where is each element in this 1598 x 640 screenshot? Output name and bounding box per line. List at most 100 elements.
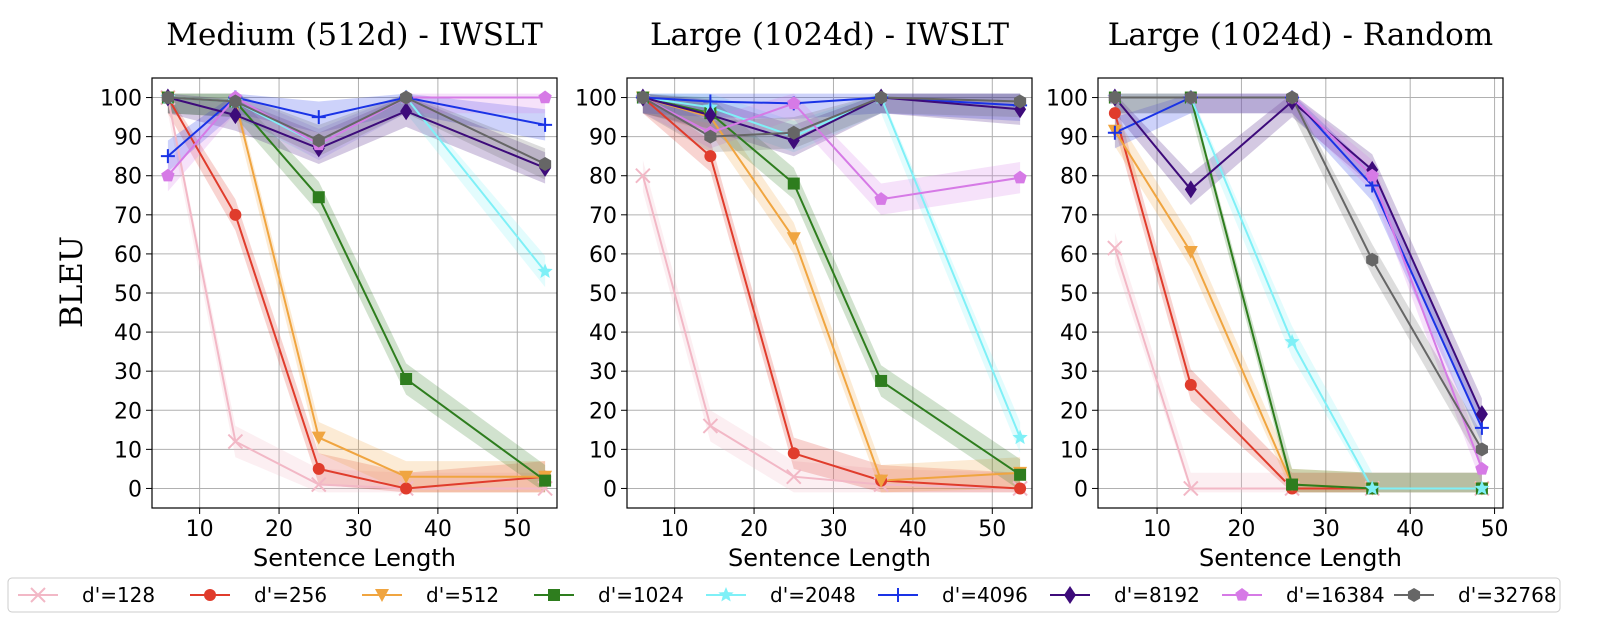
chart-panel-2: Large (1024d) - IWSLT 10 20 30 40 50 0 10 20 30 40… [575,17,1033,572]
data-point [787,96,801,110]
x-tick-label: 30 [1312,517,1340,542]
legend-marker [1064,586,1076,604]
data-point [311,476,327,493]
y-tick-label: 50 [589,282,617,307]
data-point [161,90,174,105]
data-point [1474,480,1490,495]
legend-frame [7,577,1561,613]
chart-panel-3: Large (1024d) - Random 10 20 30 40 50 0 10 20 30 4… [1046,17,1509,572]
data-point [161,168,175,182]
confidence-band [642,93,1021,157]
y-tick-label: 100 [575,87,617,112]
data-point [400,90,413,105]
legend: d'=128 d'=256 d'=512 d'=1024 d'=2048 d'=4096 d… [7,577,1561,613]
data-point [874,192,888,205]
chart-title: Medium (512d) - IWSLT [166,17,543,53]
y-tick-label: 30 [589,360,617,385]
chart-title: Large (1024d) - Random [1108,17,1493,53]
legend-entry: d'=256 [190,583,327,607]
legend-entry: d'=32768 [1394,583,1557,607]
x-tick-label: 40 [424,517,452,542]
x-tick-label: 30 [344,517,372,542]
data-point [160,149,175,164]
data-point [312,133,325,148]
legend-marker [718,587,734,602]
legend-entry: d'=1024 [534,583,684,607]
data-point [1014,468,1027,481]
legend-entry: d'=2048 [706,583,856,607]
data-point [1286,478,1299,491]
data-point [1184,180,1197,199]
y-tick-label: 80 [1060,165,1088,190]
data-point [538,90,552,104]
y-tick-label: 20 [589,399,617,424]
data-point [229,94,242,109]
data-point [1012,429,1028,445]
x-tick-label: 40 [899,517,927,542]
y-tick-label: 70 [114,204,142,229]
x-tick-label: 40 [1396,517,1424,542]
y-tick-label: 40 [114,321,142,346]
legend-entry: d'=128 [18,583,155,607]
legend-label: d'=2048 [770,583,856,607]
data-point [312,462,325,475]
x-axis-label: Sentence Length [253,544,456,572]
data-point [787,447,800,460]
y-tick-label: 80 [589,165,617,190]
y-tick-label: 60 [1060,243,1088,268]
data-point [400,482,413,495]
data-point [704,106,717,125]
legend-label: d'=1024 [598,583,684,607]
y-tick-label: 20 [1060,399,1088,424]
data-point [874,474,889,488]
y-axis-label: BLEU [54,236,90,328]
data-point [400,373,413,385]
data-point [537,263,553,278]
legend-marker [1407,588,1421,602]
chart-panel-1: Medium (512d) - IWSLT 10 20 30 40 50 0 10 20 30 40… [100,17,558,572]
data-point [1108,90,1121,105]
data-point [1013,170,1027,184]
y-tick-label: 30 [114,360,142,385]
data-point [875,374,888,387]
data-point [1286,90,1299,105]
legend-label: d'=8192 [1114,583,1200,607]
x-axis-label: Sentence Length [1199,544,1402,572]
data-point [1364,480,1380,495]
confidence-band [1114,97,1482,493]
x-tick-label: 20 [1227,517,1255,542]
data-point [702,418,719,434]
x-tick-label: 20 [265,517,293,542]
data-point [1475,442,1488,457]
y-tick-label: 70 [589,204,617,229]
data-point [311,110,326,125]
legend-entry: d'=512 [362,583,499,607]
legend-label: d'=256 [254,583,327,607]
data-point [787,125,800,140]
data-point [703,94,718,109]
data-point [539,157,552,171]
data-point [229,106,242,125]
data-point [1366,252,1379,267]
data-point [227,433,244,450]
legend-marker [548,589,560,601]
data-point [312,191,325,204]
legend-label: d'=16384 [1286,583,1385,607]
x-tick-label: 30 [819,517,847,542]
y-tick-label: 40 [1060,321,1088,346]
y-tick-label: 60 [114,243,142,268]
data-point [1474,420,1489,435]
x-tick-label: 20 [740,517,768,542]
x-tick-label: 50 [978,517,1006,542]
y-tick-label: 50 [1060,282,1088,307]
data-point [538,117,553,132]
confidence-band [1114,93,1482,444]
data-point [1108,107,1121,120]
y-tick-label: 20 [114,399,142,424]
y-tick-label: 0 [1074,477,1088,502]
y-tick-label: 90 [1060,126,1088,151]
legend-marker [1235,588,1249,601]
series-line [1114,96,1483,450]
legend-label: d'=4096 [942,583,1028,607]
